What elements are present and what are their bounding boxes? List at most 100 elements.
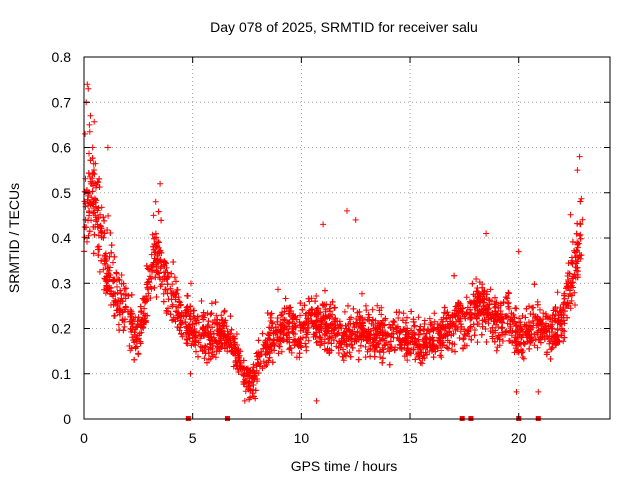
data-point <box>103 257 110 264</box>
data-point <box>441 309 448 316</box>
data-point <box>554 289 561 296</box>
data-point <box>300 327 307 333</box>
data-point <box>128 291 135 298</box>
data-point <box>437 337 443 344</box>
data-point <box>155 238 162 245</box>
data-point <box>218 312 225 319</box>
data-point <box>534 301 541 308</box>
data-point <box>535 327 542 334</box>
data-point <box>296 350 303 357</box>
data-point <box>209 353 216 360</box>
data-point <box>458 323 465 330</box>
data-point <box>463 294 470 301</box>
data-point <box>161 273 168 280</box>
data-point <box>465 327 471 334</box>
data-point <box>243 365 250 372</box>
data-point <box>319 302 326 309</box>
data-point <box>89 144 96 151</box>
data-point <box>103 282 110 289</box>
data-point <box>291 323 298 330</box>
data-point <box>228 326 235 333</box>
data-point <box>437 326 444 333</box>
data-point <box>303 334 310 341</box>
data-point <box>93 203 99 210</box>
data-point <box>85 190 91 197</box>
data-point <box>530 311 537 318</box>
data-point <box>95 252 102 259</box>
data-point <box>498 325 505 332</box>
data-point <box>150 259 157 266</box>
data-point <box>211 334 217 341</box>
data-point <box>499 324 506 331</box>
data-point <box>373 339 379 346</box>
data-point <box>151 255 158 262</box>
data-point <box>329 311 336 318</box>
data-point <box>523 305 530 312</box>
data-point <box>351 338 358 345</box>
data-point <box>191 334 198 341</box>
data-point <box>269 359 276 366</box>
data-point <box>499 331 506 338</box>
data-point <box>480 288 487 295</box>
data-point <box>351 324 358 331</box>
data-point <box>188 342 195 349</box>
data-point <box>122 285 129 292</box>
data-point <box>430 346 436 353</box>
data-point <box>519 354 526 361</box>
data-point <box>357 342 364 349</box>
data-point <box>364 316 371 323</box>
data-point <box>274 315 281 321</box>
data-point <box>155 239 162 246</box>
data-point <box>150 243 157 250</box>
data-point <box>128 310 135 317</box>
data-point <box>205 350 212 357</box>
data-point <box>84 238 90 245</box>
data-point <box>552 332 559 339</box>
data-point <box>359 320 366 327</box>
data-point <box>121 291 127 298</box>
data-point <box>88 194 95 201</box>
data-point <box>121 286 128 292</box>
data-point <box>200 316 207 323</box>
data-point <box>473 315 480 322</box>
data-point <box>500 299 507 306</box>
data-point <box>212 320 218 327</box>
data-point <box>131 331 138 338</box>
data-point <box>471 327 478 333</box>
data-point <box>92 196 99 203</box>
data-point <box>297 335 304 342</box>
data-point <box>111 312 118 319</box>
data-point <box>329 298 336 305</box>
data-point <box>323 330 330 337</box>
data-point <box>143 262 150 269</box>
data-point <box>430 354 437 361</box>
data-point <box>100 214 107 221</box>
data-point <box>157 265 164 272</box>
data-point <box>420 352 427 359</box>
data-point <box>411 329 418 336</box>
data-point <box>377 347 383 354</box>
data-point <box>96 184 103 190</box>
data-point <box>483 291 490 298</box>
data-point <box>558 318 565 325</box>
data-point <box>268 341 275 348</box>
data-point <box>183 340 190 347</box>
data-point <box>235 356 242 363</box>
data-point <box>178 321 184 328</box>
data-point <box>412 356 419 363</box>
data-point <box>515 349 522 356</box>
data-point <box>320 221 327 228</box>
data-point <box>96 175 103 182</box>
data-point <box>496 336 503 343</box>
data-point <box>344 207 350 214</box>
data-point <box>414 344 421 351</box>
data-point <box>362 354 369 361</box>
data-point <box>341 308 348 315</box>
data-point <box>266 350 273 357</box>
data-point <box>368 327 375 334</box>
data-point <box>334 318 341 325</box>
data-point <box>460 345 467 351</box>
data-point <box>404 357 411 364</box>
data-point <box>216 345 223 352</box>
data-point <box>377 337 384 344</box>
